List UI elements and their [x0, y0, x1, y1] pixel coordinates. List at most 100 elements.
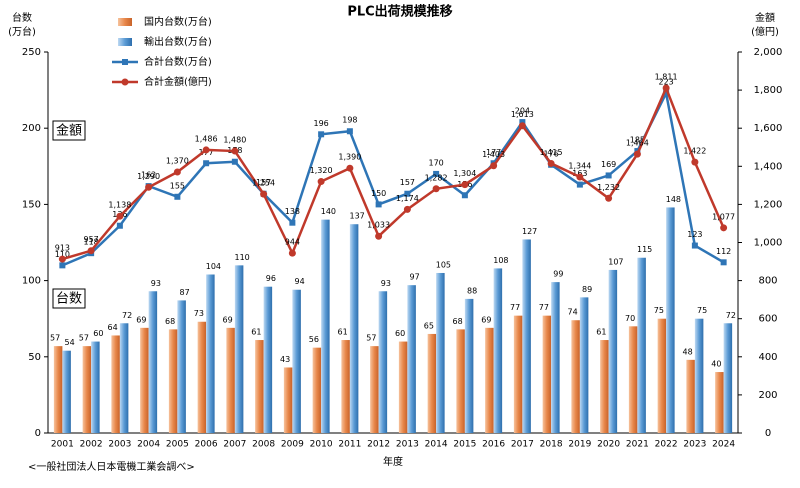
bar [493, 268, 503, 433]
y2-tick-label: 200 [758, 390, 777, 401]
x-tick-label: 2019 [568, 440, 591, 450]
data-label: 196 [313, 119, 328, 128]
data-label: 177 [486, 148, 501, 157]
bar [513, 315, 523, 433]
x-tick-label: 2009 [281, 440, 304, 450]
marker [231, 158, 238, 165]
data-label: 1,254 [252, 179, 275, 188]
data-label: 140 [321, 207, 336, 216]
data-label: 957 [83, 235, 98, 244]
data-label: 223 [658, 78, 673, 87]
marker [720, 224, 728, 232]
line [61, 89, 725, 267]
bar [407, 285, 416, 433]
data-label: 99 [553, 270, 563, 279]
marker [662, 84, 670, 92]
marker [519, 119, 526, 126]
data-label: 1,613 [511, 110, 534, 119]
data-label: 65 [424, 321, 434, 330]
data-label: 1,811 [655, 73, 678, 82]
legend-swatch [118, 38, 132, 46]
x-tick-label: 2021 [626, 440, 649, 450]
legend-label: 合計台数(万台) [144, 55, 212, 68]
y2-tick-label: 0 [765, 428, 771, 439]
y-tick-label: 0 [35, 428, 41, 439]
bar [715, 372, 724, 433]
data-label: 61 [596, 328, 606, 337]
legend-swatch [122, 59, 128, 65]
y2-tick-label: 600 [758, 314, 777, 325]
y-tick-label: 150 [22, 199, 41, 210]
marker [663, 90, 670, 97]
data-label: 1,480 [223, 136, 246, 145]
bar [53, 346, 63, 433]
annotation-box [52, 288, 86, 309]
y-tick-label: 250 [22, 47, 41, 58]
x-tick-label: 2017 [511, 440, 534, 450]
data-label: 57 [79, 334, 89, 343]
bar [82, 346, 92, 433]
data-label: 198 [342, 116, 357, 125]
annotation-box [52, 120, 86, 141]
data-label: 104 [206, 262, 221, 271]
data-label: 112 [716, 247, 731, 256]
marker [633, 150, 641, 158]
bar [427, 333, 437, 433]
x-tick-label: 2024 [712, 440, 735, 450]
marker [145, 183, 153, 191]
annotation: 金額 [56, 123, 82, 139]
marker [317, 178, 325, 186]
data-label: 69 [223, 315, 233, 324]
data-label: 1,138 [108, 201, 131, 210]
bar [140, 327, 149, 433]
bar [600, 340, 609, 433]
data-label: 73 [194, 309, 204, 318]
annotation: 台数 [56, 292, 82, 307]
bar [542, 315, 552, 433]
bar [312, 347, 322, 433]
data-label: 89 [582, 285, 592, 294]
x-tick-label: 2010 [310, 440, 333, 450]
bar [378, 291, 388, 433]
bar [370, 346, 379, 433]
bar [226, 327, 235, 433]
data-label: 60 [395, 329, 405, 338]
data-label: 1,304 [453, 169, 476, 178]
bar [341, 340, 350, 433]
y2-axis-title: (億円) [751, 25, 779, 38]
data-label: 94 [295, 277, 305, 286]
data-label: 157 [400, 178, 415, 187]
marker [547, 159, 555, 167]
y-tick-label: 200 [22, 123, 41, 134]
marker [461, 192, 468, 199]
marker [116, 212, 124, 220]
marker [202, 146, 210, 154]
legend-label: 合計金額(億円) [144, 75, 212, 88]
y2-tick-label: 1,000 [754, 238, 783, 249]
x-tick-label: 2008 [252, 440, 275, 450]
marker [288, 249, 296, 257]
bar [177, 300, 186, 433]
data-label: 137 [349, 212, 364, 221]
bar [234, 265, 244, 433]
source-note: <一般社団法人日本電機工業会調べ> [28, 460, 195, 473]
bar [119, 323, 129, 433]
bar [91, 341, 100, 433]
x-tick-label: 2018 [540, 440, 563, 450]
y-axis-title: 台数 [12, 11, 32, 24]
data-label: 77 [510, 303, 520, 312]
bar [608, 269, 618, 433]
data-label: 1,370 [166, 157, 189, 166]
bar [321, 219, 330, 433]
data-label: 155 [170, 181, 185, 190]
marker [605, 194, 613, 202]
marker [518, 122, 526, 130]
marker [59, 262, 66, 269]
data-label: 57 [50, 334, 60, 343]
data-label: 93 [151, 279, 161, 288]
bar [464, 298, 474, 433]
marker [289, 219, 296, 226]
bar [579, 297, 589, 433]
data-label: 72 [726, 311, 736, 320]
